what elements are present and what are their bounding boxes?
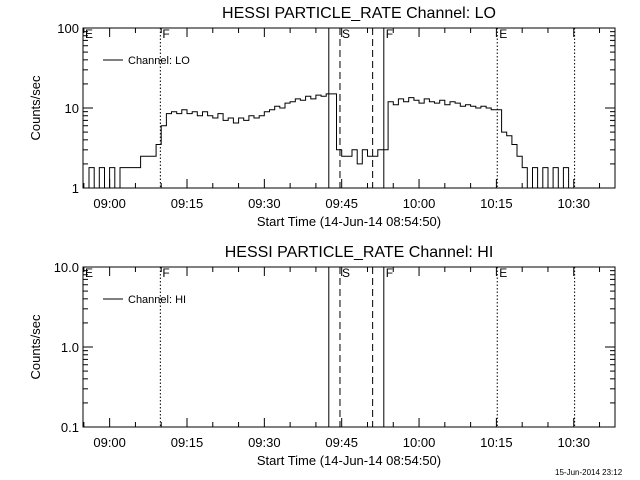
y-tick-label-hi: 1.0 xyxy=(61,340,79,355)
marker-label-hi: F xyxy=(162,266,169,280)
x-tick-label-lo: 10:00 xyxy=(403,196,436,211)
x-tick-label-hi: 09:45 xyxy=(325,435,358,450)
legend-label-lo: Channel: LO xyxy=(128,55,190,67)
data-line-lo xyxy=(83,93,579,189)
marker-label-hi: E xyxy=(85,266,93,280)
marker-label-lo: S xyxy=(342,27,350,41)
marker-label-lo: E xyxy=(85,27,93,41)
y-axis-label-lo: Counts/sec xyxy=(28,75,43,141)
y-axis-label-hi: Counts/sec xyxy=(28,314,43,380)
x-tick-label-hi: 09:30 xyxy=(248,435,281,450)
x-tick-label-hi: 09:15 xyxy=(171,435,204,450)
x-tick-label-hi: 10:00 xyxy=(403,435,436,450)
x-tick-label-hi: 10:30 xyxy=(557,435,590,450)
plot-timestamp: 15-Jun-2014 23:12 xyxy=(555,468,623,477)
plot-frame-hi xyxy=(82,266,616,428)
y-tick-label-hi: 10.0 xyxy=(54,260,79,275)
marker-label-lo: E xyxy=(499,27,507,41)
y-tick-label-lo: 1 xyxy=(72,181,79,196)
x-tick-label-lo: 09:00 xyxy=(93,196,126,211)
marker-label-lo: F xyxy=(386,27,393,41)
marker-label-hi: F xyxy=(386,266,393,280)
chart-title-lo: HESSI PARTICLE_RATE Channel: LO xyxy=(222,5,496,22)
x-tick-label-lo: 09:15 xyxy=(171,196,204,211)
y-tick-label-lo: 100 xyxy=(57,21,79,36)
x-axis-label-hi: Start Time (14-Jun-14 08:54:50) xyxy=(257,453,441,468)
x-tick-label-lo: 09:45 xyxy=(325,196,358,211)
x-tick-label-lo: 10:30 xyxy=(557,196,590,211)
x-tick-label-lo: 10:15 xyxy=(480,196,513,211)
x-tick-label-hi: 09:00 xyxy=(93,435,126,450)
x-tick-label-hi: 10:15 xyxy=(480,435,513,450)
marker-label-lo: F xyxy=(162,27,169,41)
legend-label-hi: Channel: HI xyxy=(128,294,186,306)
plot-frame-lo xyxy=(82,27,616,189)
y-tick-label-hi: 0.1 xyxy=(61,420,79,435)
chart-title-hi: HESSI PARTICLE_RATE Channel: HI xyxy=(225,244,494,261)
x-axis-label-lo: Start Time (14-Jun-14 08:54:50) xyxy=(257,214,441,229)
marker-label-hi: E xyxy=(499,266,507,280)
marker-label-hi: S xyxy=(342,266,350,280)
y-tick-label-lo: 10 xyxy=(65,101,79,116)
x-tick-label-lo: 09:30 xyxy=(248,196,281,211)
